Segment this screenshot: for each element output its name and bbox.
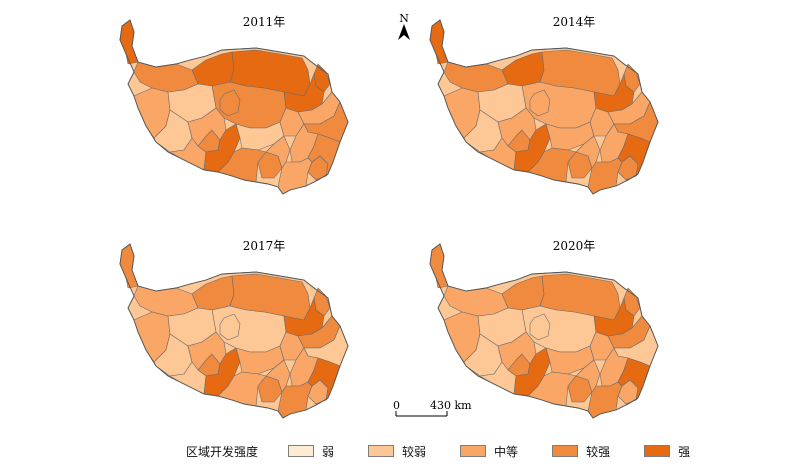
map-panel: 2014年 (429, 15, 659, 195)
map-outline (119, 19, 349, 195)
region-polygon (283, 297, 325, 337)
map-outline (429, 19, 659, 195)
region-polygon (593, 73, 635, 113)
legend-swatch (368, 445, 395, 457)
legend: 区域开发强度 弱 较弱 中等 较强 强 (186, 442, 724, 460)
panel-year-title: 2011年 (243, 15, 286, 29)
region-polygon (265, 135, 291, 169)
north-label: N (399, 12, 409, 25)
legend-item-fairly-strong: 较强 (552, 443, 610, 460)
legend-item-weak: 弱 (288, 443, 334, 460)
region-polygon (191, 275, 235, 311)
map-outline (429, 243, 659, 419)
region-polygon (429, 243, 449, 289)
legend-label: 较强 (586, 444, 611, 459)
legend-swatch (552, 445, 579, 457)
region-polygon (219, 313, 241, 341)
panel-year-title: 2020年 (553, 239, 596, 253)
north-arrow-icon (398, 24, 410, 40)
region-polygon (119, 243, 139, 289)
map-panel: 2011年 (119, 15, 349, 195)
map-panel: 2020年 (429, 239, 659, 419)
region-polygon (575, 359, 601, 393)
legend-label: 中等 (494, 444, 519, 459)
region-polygon (283, 73, 325, 113)
scale-start-label: 0 (393, 399, 400, 412)
legend-swatch (288, 445, 315, 457)
region-polygon (501, 51, 545, 87)
region-polygon (529, 89, 551, 117)
region-polygon (575, 135, 601, 169)
map-panel: 2017年 (119, 239, 349, 419)
region-polygon (429, 19, 449, 65)
region-polygon (501, 275, 545, 311)
legend-label: 弱 (322, 444, 335, 459)
region-polygon (529, 313, 551, 341)
legend-label: 强 (678, 444, 691, 459)
scale-end-label: 430 km (430, 399, 472, 412)
legend-swatch (644, 445, 671, 457)
panel-year-title: 2014年 (553, 15, 596, 29)
legend-item-strong: 强 (644, 443, 690, 460)
legend-title: 区域开发强度 (186, 444, 259, 459)
legend-item-medium: 中等 (460, 443, 518, 460)
panel-year-title: 2017年 (243, 239, 286, 253)
legend-item-fairly-weak: 较弱 (368, 443, 426, 460)
region-polygon (265, 359, 291, 393)
region-polygon (593, 297, 635, 337)
legend-label: 较弱 (402, 444, 427, 459)
region-polygon (219, 89, 241, 117)
north-arrow: N (398, 12, 410, 40)
scale-bar: 0 430 km (393, 399, 472, 417)
region-polygon (191, 51, 235, 87)
legend-swatch (460, 445, 487, 457)
map-outline (119, 243, 349, 419)
region-polygon (119, 19, 139, 65)
